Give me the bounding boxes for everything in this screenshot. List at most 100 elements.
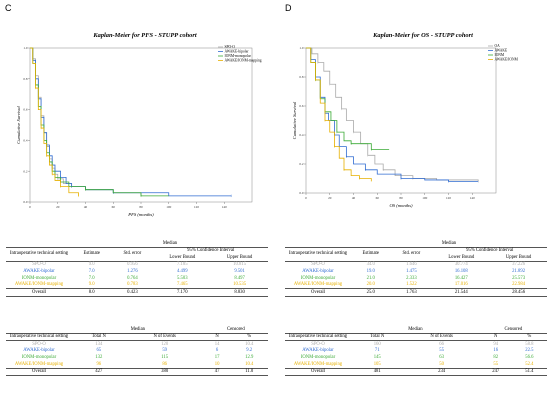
pfs-t2-cell: 6	[215, 348, 219, 354]
pfs-t1-cell: 7.170	[153, 288, 212, 297]
pfs-x-tick-label: 80	[139, 205, 143, 209]
pfs-x-tick-label: 140	[222, 205, 227, 209]
os-t1-cell: 1.763	[390, 288, 433, 297]
pfs-t2-col-1: N of Events	[125, 332, 204, 342]
os-t1-cell: 17.016	[454, 282, 468, 288]
pfs-t2-cell: 380	[125, 367, 204, 377]
pfs-t1-cell: 7.0	[88, 268, 95, 274]
os-t2-row-label: AWAKE-bipolar	[302, 348, 334, 354]
os-t1-cell: 21.544	[432, 288, 491, 297]
os-t2-cell: 55	[493, 361, 499, 367]
pfs-x-tick-label: 0	[29, 205, 31, 209]
pfs-y-tick-label: 0.0	[23, 200, 27, 204]
os-legend-label: AWAKE	[495, 49, 508, 53]
os-t1-cell: 16.108	[454, 268, 468, 274]
os-t1-row-label: SPO-O	[311, 262, 325, 268]
pfs-series-line-2	[30, 47, 169, 197]
pfs-t2-row-label: IONM-monopolar	[21, 354, 57, 360]
os-y-tick-label: 1.0	[299, 46, 303, 50]
os-t1-row-label: IONM-monopolar	[300, 275, 336, 281]
os-y-tick-label: 0.4	[299, 133, 303, 137]
os-t2-cell: 481	[351, 367, 404, 377]
pfs-t2-row-label: AWAKE-bipolar	[23, 348, 55, 354]
os-t2-cell: 94	[493, 341, 499, 347]
pfs-t1-cell: 0.956	[127, 262, 138, 268]
pfs-t1-cell: 9.0	[88, 282, 95, 288]
pfs-t2-cell: 86	[162, 361, 167, 367]
pfs-t1-cell: 5.503	[177, 275, 188, 281]
pfs-t2-cell: 47	[203, 367, 231, 377]
os-t2-cell: 52.4	[525, 361, 534, 367]
pfs-legend-label: SPO-O	[225, 45, 236, 49]
os-t2-cell: 51.4	[511, 367, 547, 377]
pfs-median-table: Median Intraoperative technical setting Es…	[6, 240, 268, 297]
pfs-chart-title: Kaplan-Meier for PFS - STUPP cohort	[93, 32, 197, 39]
table-row: Overall 427 380 47 11.0	[6, 367, 268, 377]
pfs-t2-col-0: Total N	[72, 332, 126, 342]
os-y-tick-label: 0.6	[299, 104, 303, 108]
pfs-t1-cell: 0.783	[127, 282, 138, 288]
os-t1-row-label: AWAKE/IONM-mapping	[293, 282, 343, 288]
os-t1-cell: 22.984	[512, 282, 526, 288]
pfs-t1-col-lower: Lower Bound	[153, 254, 212, 262]
os-censored-table: Median Censored Intraoperative technical s…	[285, 326, 547, 377]
pfs-t1-cell: 9.501	[234, 268, 245, 274]
pfs-t2-cell: 96	[96, 361, 102, 367]
os-t1-cell: 1.522	[406, 282, 417, 288]
panel-letter-d: D	[285, 3, 292, 13]
pfs-t2-cell: 65	[96, 348, 102, 354]
pfs-x-axis-title: PFS (months)	[127, 212, 154, 217]
os-t1-ci-header: 95% Confidence Interval	[432, 246, 547, 255]
os-y-tick-label: 0.2	[299, 162, 303, 166]
panel-letter-c: C	[5, 3, 12, 13]
os-t2-row-label: Overall	[285, 367, 351, 377]
pfs-y-tick-label: 0.8	[23, 77, 27, 81]
pfs-t1-cell: 10.815	[233, 262, 247, 268]
table-row: AWAKE/IONM-mapping 96 86 10 10.4	[6, 361, 268, 368]
os-t2-col-3: %	[511, 332, 547, 342]
pfs-t2-cell: 10	[214, 361, 220, 367]
os-t1-cell: 25.0	[351, 288, 391, 297]
os-t2-cell: 82	[493, 354, 499, 360]
pfs-t1-cell: 7.465	[177, 282, 188, 288]
os-t2-row-label: SPO-O	[311, 341, 325, 347]
pfs-x-tick-label: 40	[84, 205, 88, 209]
os-x-tick-label: 120	[446, 196, 451, 200]
table-row: AWAKE-bipolar 71 55 16 22.5	[285, 348, 547, 355]
table-row: SPO-O 9.0 0.956 7.185 10.815	[6, 261, 268, 268]
os-t2-cell: 105	[373, 361, 381, 367]
os-t1-cell: 21.0	[366, 275, 375, 281]
os-t2-blank	[285, 326, 351, 333]
pfs-t1-ci-header: 95% Confidence Interval	[153, 246, 268, 255]
os-t2-row-label: IONM-monopolar	[300, 354, 336, 360]
pfs-t1-cell: 7.0	[88, 275, 95, 281]
table-row: IONM-monopolar 7.0 0.764 5.503 8.497	[6, 275, 268, 282]
pfs-t1-cell: 0.423	[111, 288, 154, 297]
pfs-t2-cell: 132	[95, 354, 103, 360]
pfs-t2-cell: 10.4	[245, 341, 254, 347]
pfs-censored-table: Median Censored Intraoperative technical s…	[6, 326, 268, 377]
pfs-t2-cell: 59	[162, 348, 167, 354]
pfs-t2-cell: 11.0	[230, 367, 268, 377]
table-row: AWAKE-bipolar 19.0 1.475 16.108 21.892	[285, 268, 547, 275]
os-t1-blank	[285, 240, 351, 247]
os-km-chart: 0.0 0.2 0.4 0.6 0.8 1.0 0 20 40 60 80 100 120 140 OS (…	[292, 44, 519, 208]
os-x-tick-label: 60	[376, 196, 380, 200]
pfs-t2-row-label: Overall	[6, 367, 72, 377]
os-series-line-3	[306, 47, 372, 182]
pfs-y-tick-label: 0.2	[23, 169, 27, 173]
os-series-line-2	[306, 47, 390, 150]
os-t2-title: Median	[408, 326, 423, 332]
pfs-legend-label: IONM-monopolar	[225, 54, 252, 58]
pfs-t1-cell: 4.499	[177, 268, 188, 274]
pfs-x-tick-label: 120	[194, 205, 199, 209]
pfs-y-tick-label: 1.0	[23, 46, 27, 50]
os-t2-cell: 50	[439, 361, 444, 367]
os-t1-col-estimate: Estimate	[351, 246, 391, 262]
pfs-t2-censored-header: Censored	[227, 326, 245, 332]
os-x-tick-label: 80	[399, 196, 403, 200]
pfs-t2-cell: 10.4	[245, 361, 254, 367]
os-t1-cell: 28.456	[490, 288, 547, 297]
pfs-t1-col-estimate: Estimate	[72, 246, 112, 262]
os-y-axis-title: Cumulative Survival	[292, 101, 297, 139]
